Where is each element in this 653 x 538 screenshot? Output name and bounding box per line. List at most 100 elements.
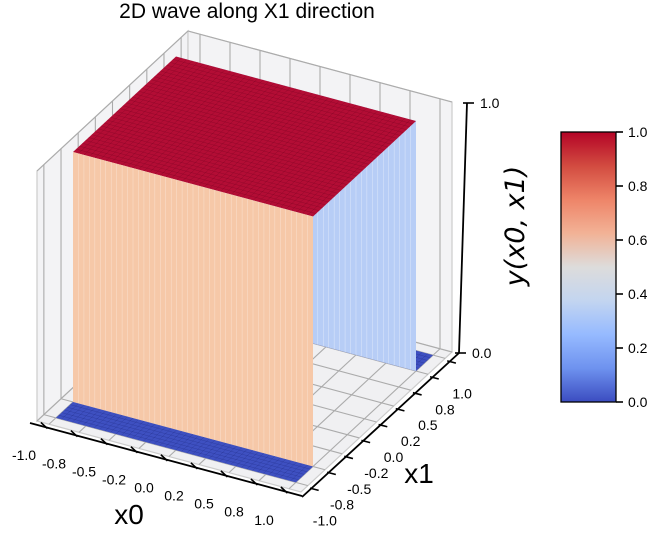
surface-top [73, 56, 416, 217]
surface-floor-front-mesh [61, 403, 79, 420]
colorbar-tick-label: 0.8 [628, 178, 648, 194]
surface-top-mesh [125, 102, 367, 168]
x1-tick-label: 0.0 [384, 449, 404, 465]
surface-top-mesh [122, 105, 364, 171]
surface-floor-front-mesh [219, 445, 237, 463]
surface-floor-front-mesh [159, 429, 177, 446]
surface-top-mesh [198, 90, 302, 186]
leftpane-grid-z [36, 30, 189, 172]
surface-top-mesh [263, 107, 368, 204]
x1-tick-label: 0.2 [401, 433, 421, 449]
z-axis-label: y(x0, x1) [500, 166, 531, 288]
surface-floor-front-mesh [268, 458, 286, 476]
surface-floor-front-mesh [290, 464, 308, 482]
surface-top-mesh [220, 95, 324, 192]
surface-floor-front-mesh [257, 456, 276, 473]
x1-tick [446, 360, 457, 364]
surface-top-mesh [157, 73, 398, 139]
surface-floor-front-mesh [121, 419, 139, 436]
surface-top-mesh [291, 114, 395, 211]
surface-front-wall [73, 152, 313, 467]
surface-floor-front-mesh [115, 417, 134, 435]
surface-top-mesh [192, 88, 297, 185]
x1-tick-label: 0.8 [435, 401, 455, 417]
surface-top-mesh [129, 99, 370, 165]
surface-floor-front-mesh [99, 413, 117, 430]
colorbar-bar [560, 131, 617, 403]
x1-tick [429, 375, 439, 380]
surface-floor-front-mesh [72, 406, 90, 423]
surface-top-mesh [121, 69, 226, 166]
x0-tick-label: -0.2 [102, 471, 126, 487]
surface-top-mesh [247, 103, 351, 200]
x0-tick [160, 454, 169, 462]
surface-floor-front-mesh [192, 438, 210, 455]
surface-floor-front-mesh [164, 431, 183, 448]
surface-top-mesh [94, 62, 198, 159]
surface-top-mesh [132, 96, 373, 162]
surface-floor-front-mesh [142, 425, 161, 442]
x1-tick [412, 391, 422, 396]
surface-top-mesh [163, 67, 404, 133]
surface-top-mesh [89, 60, 193, 157]
x0-tick-label: 0.2 [164, 488, 184, 504]
surface-top-mesh [88, 137, 329, 203]
surface-top-mesh [160, 70, 401, 136]
x1-tick [326, 471, 337, 476]
surface-top-mesh [307, 119, 411, 216]
surface-top-mesh [147, 82, 388, 148]
x0-tick-label: 1.0 [254, 512, 274, 528]
surface-top-mesh [269, 109, 373, 205]
surface-floor-front-mesh [82, 409, 101, 426]
surface-top-mesh [79, 145, 320, 211]
surface-floor-front-mesh [181, 435, 199, 452]
surface-top-mesh [154, 76, 395, 142]
x1-tick [309, 487, 319, 492]
x1-tick-label: 1.0 [452, 385, 472, 401]
surface-top-mesh [76, 148, 317, 214]
surface-top-mesh [104, 122, 345, 188]
surface-top-mesh [166, 64, 407, 130]
surface-top-mesh [258, 106, 362, 203]
surface-top-mesh [209, 92, 313, 189]
surface-floor-front-mesh [153, 428, 172, 445]
surface-floor-front-mesh [224, 447, 243, 464]
surface-floor-front-mesh [67, 407, 308, 473]
x1-tick-label: -0.5 [347, 481, 371, 497]
x0-tick [280, 486, 289, 494]
surface-floor-front-mesh [197, 439, 216, 457]
surface-floor-front-mesh [88, 410, 106, 427]
surface-top-mesh [138, 90, 379, 156]
surface-floor-front-mesh [110, 416, 128, 433]
surface-floor-front-mesh [235, 450, 254, 467]
surface-top-mesh [107, 119, 348, 185]
surface-top-mesh [83, 59, 188, 156]
surface-top-mesh [172, 59, 413, 125]
surface-top-mesh [116, 68, 220, 164]
surface-floor-front-mesh [273, 460, 292, 477]
x0-tick-label: 0.0 [134, 480, 154, 496]
x0-tick [100, 438, 109, 446]
x0-tick-label: -0.5 [72, 463, 96, 479]
surface-top-mesh [165, 81, 269, 178]
x1-tick [395, 407, 405, 412]
surface-floor-front-mesh [58, 414, 299, 480]
x0-tick [40, 421, 49, 430]
surface-top-mesh [132, 72, 237, 169]
surface-top-mesh [143, 75, 248, 172]
surface-top-mesh [296, 116, 400, 213]
colorbar-tick-label: 0.4 [628, 286, 648, 302]
surface-floor-front-mesh [175, 434, 194, 451]
surface-top-mesh [110, 117, 351, 183]
surface-top-mesh [119, 108, 360, 174]
surface-floor-front-mesh [70, 404, 311, 470]
surface-floor-front-mesh [137, 423, 156, 441]
x1-tick [344, 455, 354, 460]
surface-top-mesh [116, 111, 357, 177]
x0-tick [220, 470, 229, 478]
surface-top-mesh [169, 62, 410, 128]
colorbar-tick-label: 1.0 [628, 124, 648, 140]
surface-floor-front-mesh [64, 409, 305, 475]
surface-floor-front-mesh [208, 442, 226, 460]
plot-title: 2D wave along X1 direction [119, 0, 375, 23]
